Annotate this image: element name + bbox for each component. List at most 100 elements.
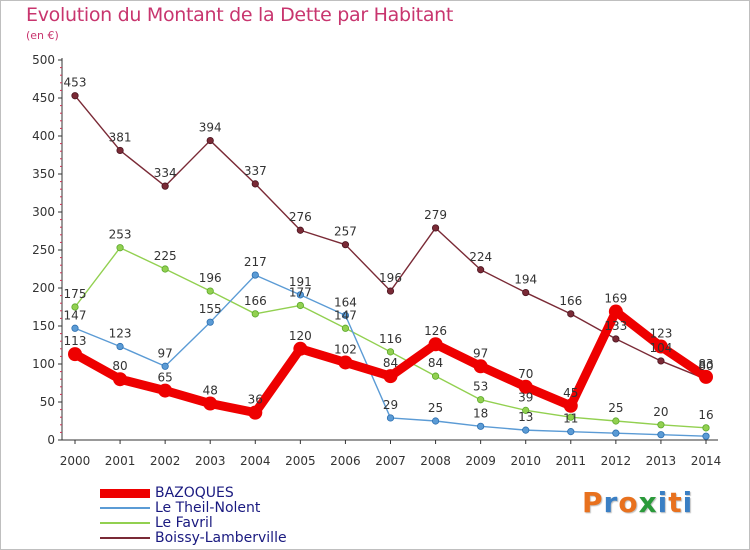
data-point xyxy=(251,271,259,279)
data-label: 453 xyxy=(64,76,87,90)
y-tick-label: 350 xyxy=(32,167,55,181)
logo-letter: i xyxy=(682,486,694,519)
data-label: 104 xyxy=(649,341,672,355)
data-label: 18 xyxy=(473,406,488,420)
data-point xyxy=(203,396,218,411)
data-label: 113 xyxy=(64,334,87,348)
data-label: 97 xyxy=(473,346,488,360)
data-point xyxy=(522,406,530,414)
data-label: 97 xyxy=(158,346,173,360)
data-point xyxy=(612,429,620,437)
chart-title: Evolution du Montant de la Dette par Hab… xyxy=(26,4,454,26)
data-point xyxy=(161,265,169,273)
logo-letter: o xyxy=(618,486,639,519)
data-point xyxy=(116,146,124,155)
legend-swatch xyxy=(100,522,150,524)
data-label: 191 xyxy=(289,275,312,289)
data-point xyxy=(161,182,169,190)
data-point xyxy=(431,372,440,380)
data-label: 16 xyxy=(698,408,713,422)
data-label: 65 xyxy=(158,371,173,385)
data-point xyxy=(653,339,668,354)
y-tick-label: 150 xyxy=(32,319,55,333)
data-point xyxy=(341,311,350,319)
data-point xyxy=(386,287,395,295)
data-point xyxy=(206,318,214,326)
y-tick-label: 100 xyxy=(32,357,55,371)
x-tick-label: 2003 xyxy=(195,454,226,468)
data-point xyxy=(608,304,623,319)
data-point xyxy=(293,341,308,356)
data-label: 80 xyxy=(698,359,713,373)
data-point xyxy=(71,303,79,311)
data-point xyxy=(431,417,440,425)
data-point xyxy=(522,288,530,297)
data-point xyxy=(296,226,304,234)
logo-letter: P xyxy=(582,486,604,519)
x-tick-label: 2001 xyxy=(105,454,136,468)
data-point xyxy=(477,396,485,404)
data-label: 53 xyxy=(473,380,488,394)
x-tick-label: 2002 xyxy=(150,454,181,468)
legend-label: Le Favril xyxy=(155,515,213,531)
data-label: 29 xyxy=(383,398,398,412)
data-point xyxy=(567,310,575,318)
data-label: 225 xyxy=(154,249,177,263)
data-point xyxy=(251,180,259,188)
data-label: 25 xyxy=(608,401,623,415)
data-point xyxy=(71,92,79,100)
data-point xyxy=(206,287,214,295)
data-point xyxy=(431,224,440,232)
x-tick-label: 2008 xyxy=(420,454,451,468)
data-label: 84 xyxy=(383,356,398,370)
data-point xyxy=(386,414,395,422)
y-tick-label: 200 xyxy=(32,281,55,295)
logo-letter: i xyxy=(657,486,669,519)
data-point xyxy=(702,424,710,432)
data-label: 169 xyxy=(604,292,627,306)
y-tick-label: 0 xyxy=(47,433,55,447)
data-label: 337 xyxy=(244,164,267,178)
x-tick-label: 2004 xyxy=(240,454,271,468)
data-point xyxy=(612,417,620,425)
data-label: 253 xyxy=(109,228,132,242)
data-label: 120 xyxy=(289,329,312,343)
data-label: 48 xyxy=(203,384,218,398)
legend-swatch xyxy=(100,537,150,539)
x-tick-label: 2014 xyxy=(691,454,722,468)
x-tick-label: 2006 xyxy=(330,454,361,468)
x-tick-label: 2012 xyxy=(601,454,632,468)
legend-label: BAZOQUES xyxy=(155,485,234,501)
data-label: 36 xyxy=(248,393,263,407)
data-point xyxy=(612,335,620,343)
y-tick-label: 250 xyxy=(32,243,55,257)
legend-label: Le Theil-Nolent xyxy=(155,500,261,516)
data-label: 164 xyxy=(334,295,357,309)
data-point xyxy=(657,431,665,439)
data-label: 84 xyxy=(428,356,443,370)
logo-letter: t xyxy=(668,486,683,519)
data-point xyxy=(68,347,82,362)
data-label: 70 xyxy=(518,367,533,381)
x-tick-label: 2007 xyxy=(375,454,406,468)
data-point xyxy=(158,383,173,398)
data-label: 126 xyxy=(424,324,447,338)
data-label: 25 xyxy=(428,401,443,415)
legend-label: Boissy-Lamberville xyxy=(155,530,287,546)
data-label: 80 xyxy=(112,359,127,373)
logo-letter: r xyxy=(603,486,619,519)
data-label: 196 xyxy=(199,271,222,285)
data-label: 279 xyxy=(424,208,447,222)
data-point xyxy=(383,369,398,384)
data-label: 123 xyxy=(109,327,132,341)
data-point xyxy=(657,357,665,365)
data-label: 175 xyxy=(64,287,87,301)
chart-subtitle: (en €) xyxy=(26,29,59,42)
data-label: 116 xyxy=(379,332,402,346)
data-label: 257 xyxy=(334,225,357,239)
y-tick-label: 300 xyxy=(32,205,55,219)
data-point xyxy=(518,379,533,394)
x-tick-label: 2013 xyxy=(646,454,677,468)
data-label: 39 xyxy=(518,390,533,404)
legend-swatch xyxy=(100,507,150,509)
